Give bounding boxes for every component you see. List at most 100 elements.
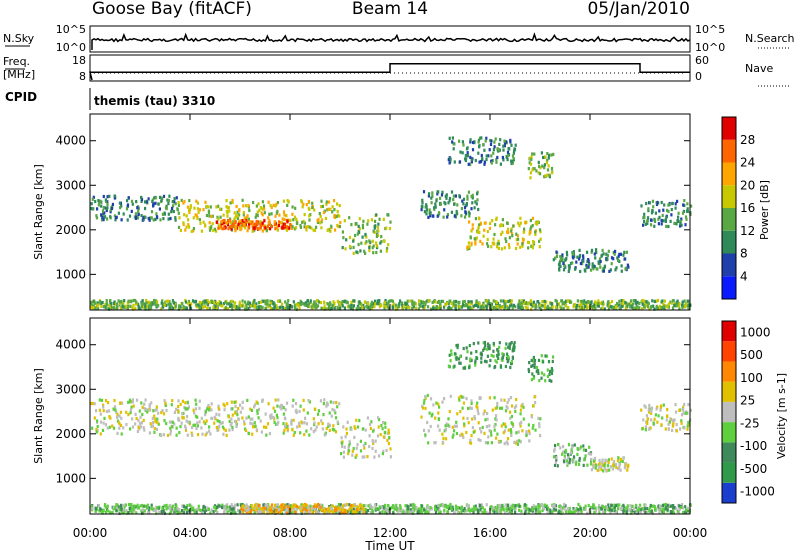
data-point [492,241,495,245]
data-point [640,204,643,208]
data-point [569,261,573,266]
data-point [546,173,549,177]
data-point [327,424,330,429]
data-point [447,506,451,510]
data-point [476,406,479,410]
data-point [227,227,230,231]
data-point [378,505,381,509]
data-point [255,204,258,208]
data-point [240,507,243,511]
data-point [155,215,159,219]
data-point [269,414,272,418]
data-point [678,408,681,412]
data-point [468,162,472,167]
data-point [171,200,174,204]
data-point [668,420,672,424]
data-point [624,267,627,271]
data-point [348,216,351,220]
data-point [141,412,144,417]
data-point [518,504,521,508]
data-point [178,216,181,220]
data-point [155,405,158,409]
data-point [371,304,374,308]
data-point [584,301,587,305]
data-point [241,299,244,303]
data-point [490,433,493,437]
data-point [198,399,201,403]
data-point [166,198,169,202]
data-point [437,503,440,507]
data-point [177,211,180,215]
data-point [285,401,289,405]
data-point [229,225,232,229]
data-point [440,193,444,197]
data-point [650,218,653,222]
data-point [234,301,237,305]
data-point [438,504,441,508]
data-point [563,502,566,507]
data-point [470,351,473,355]
data-point [156,300,159,304]
data-point [317,409,320,413]
data-point [525,430,528,434]
data-point [269,510,272,514]
data-point [654,507,657,511]
data-point [136,206,139,210]
data-point [369,504,372,508]
data-point [155,509,158,513]
y-tick-label: 4000 [55,338,86,352]
data-point [618,299,621,303]
data-point [636,508,639,512]
colorbar-segment [722,162,736,186]
data-point [514,510,517,514]
data-point [650,409,653,413]
data-point [374,219,377,223]
data-point [106,303,109,307]
data-point [528,439,531,443]
data-point [104,198,107,202]
data-point [421,205,424,209]
data-point [445,196,448,200]
data-point [247,415,250,419]
data-point [622,299,625,303]
data-point [548,153,551,157]
data-point [345,427,348,431]
data-point [325,200,328,204]
data-point [269,299,272,303]
data-point [623,466,626,470]
data-point [495,360,498,364]
data-point [602,469,605,473]
data-point [483,431,486,435]
data-point [465,202,468,206]
data-point [428,411,431,415]
data-point [514,143,517,147]
data-point [543,299,546,303]
data-point [380,235,383,239]
data-point [271,506,274,510]
data-point [580,306,584,310]
data-point [120,507,123,512]
data-point [314,428,317,432]
data-point [120,432,123,436]
data-point [333,214,336,218]
data-point [677,215,680,219]
data-point [268,303,271,307]
data-point [488,396,491,400]
data-point [647,305,650,309]
data-point [656,298,660,303]
data-point [320,199,323,203]
data-point [618,303,621,307]
data-point [511,503,514,507]
data-point [654,413,657,417]
data-point [493,428,496,432]
data-point [684,305,687,309]
data-point [420,208,423,212]
data-point [304,511,307,515]
data-point [545,161,548,165]
y-tick-label: 2000 [55,223,86,237]
data-point [223,507,226,511]
data-point [262,508,265,512]
data-point [671,510,674,514]
data-point [553,503,556,508]
data-point [283,217,286,221]
